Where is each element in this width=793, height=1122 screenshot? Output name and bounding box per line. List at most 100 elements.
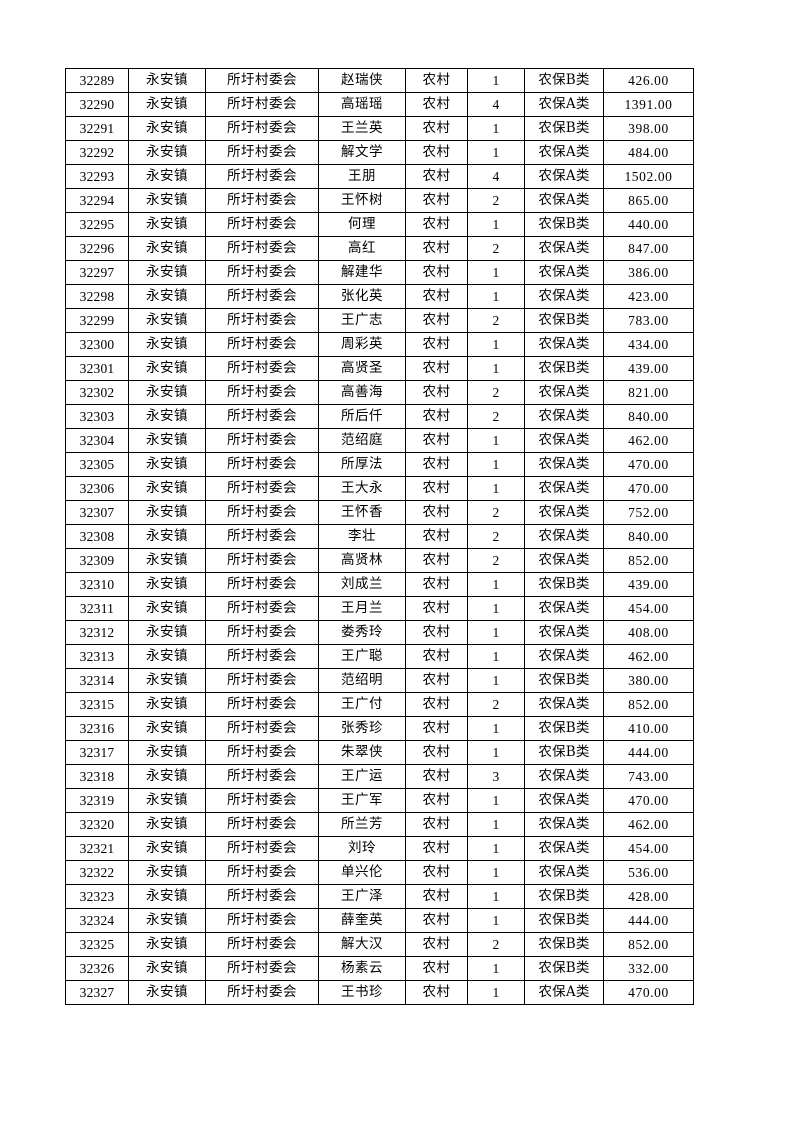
cell-person-count: 1: [467, 788, 525, 813]
cell-town: 永安镇: [128, 812, 206, 837]
cell-person-count: 4: [467, 164, 525, 189]
cell-person-count: 1: [467, 644, 525, 669]
cell-amount: 821.00: [603, 380, 694, 405]
table-row: 32294 永安镇 所圩村委会 王怀树 农村 2 农保A类 865.00: [65, 188, 694, 213]
cell-household-type: 农村: [405, 500, 468, 525]
cell-serial-number: 32326: [65, 956, 129, 981]
cell-household-type: 农村: [405, 476, 468, 501]
cell-household-type: 农村: [405, 140, 468, 165]
cell-village-committee: 所圩村委会: [205, 332, 319, 357]
cell-serial-number: 32304: [65, 428, 129, 453]
cell-village-committee: 所圩村委会: [205, 380, 319, 405]
cell-village-committee: 所圩村委会: [205, 524, 319, 549]
cell-amount: 444.00: [603, 740, 694, 765]
cell-person-name: 所后仟: [318, 404, 406, 429]
cell-amount: 408.00: [603, 620, 694, 645]
cell-person-count: 1: [467, 284, 525, 309]
cell-serial-number: 32320: [65, 812, 129, 837]
cell-household-type: 农村: [405, 92, 468, 117]
cell-household-type: 农村: [405, 812, 468, 837]
cell-person-count: 1: [467, 812, 525, 837]
cell-town: 永安镇: [128, 284, 206, 309]
cell-amount: 454.00: [603, 836, 694, 861]
cell-village-committee: 所圩村委会: [205, 164, 319, 189]
cell-amount: 470.00: [603, 476, 694, 501]
cell-household-type: 农村: [405, 164, 468, 189]
cell-town: 永安镇: [128, 356, 206, 381]
cell-serial-number: 32317: [65, 740, 129, 765]
cell-serial-number: 32300: [65, 332, 129, 357]
cell-town: 永安镇: [128, 692, 206, 717]
cell-person-count: 2: [467, 308, 525, 333]
cell-household-type: 农村: [405, 644, 468, 669]
table-row: 32314 永安镇 所圩村委会 范绍明 农村 1 农保B类 380.00: [65, 668, 694, 693]
cell-amount: 462.00: [603, 644, 694, 669]
cell-person-count: 1: [467, 908, 525, 933]
cell-insurance-category: 农保A类: [524, 764, 604, 789]
cell-serial-number: 32299: [65, 308, 129, 333]
cell-person-count: 1: [467, 140, 525, 165]
cell-person-name: 解建华: [318, 260, 406, 285]
table-row: 32305 永安镇 所圩村委会 所厚法 农村 1 农保A类 470.00: [65, 452, 694, 477]
cell-village-committee: 所圩村委会: [205, 476, 319, 501]
cell-serial-number: 32297: [65, 260, 129, 285]
cell-person-name: 王兰英: [318, 116, 406, 141]
cell-town: 永安镇: [128, 188, 206, 213]
cell-serial-number: 32293: [65, 164, 129, 189]
cell-insurance-category: 农保A类: [524, 404, 604, 429]
cell-village-committee: 所圩村委会: [205, 188, 319, 213]
cell-person-count: 3: [467, 764, 525, 789]
cell-village-committee: 所圩村委会: [205, 716, 319, 741]
cell-town: 永安镇: [128, 644, 206, 669]
table-row: 32317 永安镇 所圩村委会 朱翠侠 农村 1 农保B类 444.00: [65, 740, 694, 765]
cell-insurance-category: 农保B类: [524, 716, 604, 741]
cell-amount: 470.00: [603, 788, 694, 813]
cell-village-committee: 所圩村委会: [205, 980, 319, 1005]
cell-household-type: 农村: [405, 116, 468, 141]
cell-person-name: 高红: [318, 236, 406, 261]
table-row: 32295 永安镇 所圩村委会 何理 农村 1 农保B类 440.00: [65, 212, 694, 237]
cell-serial-number: 32302: [65, 380, 129, 405]
cell-town: 永安镇: [128, 500, 206, 525]
cell-amount: 840.00: [603, 524, 694, 549]
cell-person-name: 解文学: [318, 140, 406, 165]
cell-insurance-category: 农保B类: [524, 668, 604, 693]
table-row: 32312 永安镇 所圩村委会 娄秀玲 农村 1 农保A类 408.00: [65, 620, 694, 645]
cell-insurance-category: 农保A类: [524, 236, 604, 261]
cell-person-count: 1: [467, 332, 525, 357]
cell-person-count: 1: [467, 428, 525, 453]
cell-person-name: 王广泽: [318, 884, 406, 909]
cell-village-committee: 所圩村委会: [205, 92, 319, 117]
cell-insurance-category: 农保B类: [524, 68, 604, 93]
cell-serial-number: 32307: [65, 500, 129, 525]
table-row: 32290 永安镇 所圩村委会 高瑶瑶 农村 4 农保A类 1391.00: [65, 92, 694, 117]
cell-village-committee: 所圩村委会: [205, 308, 319, 333]
cell-town: 永安镇: [128, 380, 206, 405]
cell-serial-number: 32296: [65, 236, 129, 261]
cell-village-committee: 所圩村委会: [205, 404, 319, 429]
cell-town: 永安镇: [128, 740, 206, 765]
cell-person-name: 李壮: [318, 524, 406, 549]
cell-serial-number: 32322: [65, 860, 129, 885]
cell-person-count: 1: [467, 452, 525, 477]
cell-amount: 440.00: [603, 212, 694, 237]
cell-person-name: 王广运: [318, 764, 406, 789]
cell-insurance-category: 农保A类: [524, 812, 604, 837]
cell-town: 永安镇: [128, 332, 206, 357]
cell-town: 永安镇: [128, 860, 206, 885]
table-row: 32293 永安镇 所圩村委会 王朋 农村 4 农保A类 1502.00: [65, 164, 694, 189]
cell-amount: 840.00: [603, 404, 694, 429]
cell-person-count: 1: [467, 116, 525, 141]
cell-person-count: 2: [467, 500, 525, 525]
cell-person-name: 王大永: [318, 476, 406, 501]
cell-person-count: 2: [467, 380, 525, 405]
cell-town: 永安镇: [128, 452, 206, 477]
cell-amount: 439.00: [603, 572, 694, 597]
cell-person-count: 1: [467, 980, 525, 1005]
cell-town: 永安镇: [128, 908, 206, 933]
table-row: 32311 永安镇 所圩村委会 王月兰 农村 1 农保A类 454.00: [65, 596, 694, 621]
cell-amount: 783.00: [603, 308, 694, 333]
cell-serial-number: 32323: [65, 884, 129, 909]
cell-serial-number: 32290: [65, 92, 129, 117]
cell-insurance-category: 农保A类: [524, 92, 604, 117]
